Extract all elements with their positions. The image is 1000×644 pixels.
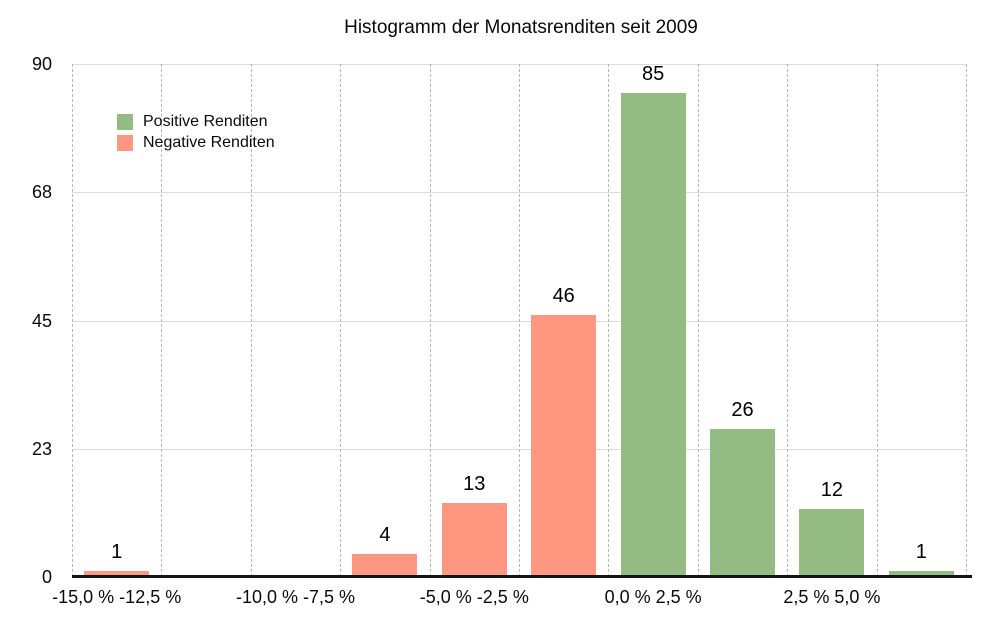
positive-renditen-swatch-icon: [117, 114, 133, 130]
bar-value-label: 1: [111, 541, 123, 564]
v-gridline: [429, 64, 431, 577]
bar-value-label: 4: [379, 524, 391, 547]
plot-area: 1 4 13 46 85 26 12 1: [72, 62, 972, 578]
y-tick-label: 90: [31, 54, 52, 74]
v-gridline: [161, 64, 163, 577]
histogram-bar: [441, 502, 507, 577]
histogram-bar: [352, 554, 418, 577]
v-gridline: [697, 64, 699, 577]
legend-item-positive: Positive Renditen: [117, 114, 275, 130]
v-gridline: [608, 64, 610, 577]
x-tick-label: -10,0 % -7,5 %: [235, 587, 356, 607]
bar-value-label: 1: [915, 541, 927, 564]
legend-label-positive: Positive Renditen: [143, 113, 268, 130]
v-gridline: [787, 64, 789, 577]
v-gridline: [72, 64, 73, 577]
histogram-bar: [531, 314, 597, 577]
chart-title: Histogramm der Monatsrenditen seit 2009: [344, 17, 698, 38]
negative-renditen-swatch-icon: [117, 135, 133, 151]
x-tick-label: -5,0 % -2,5 %: [419, 587, 529, 607]
bar-value-label: 26: [731, 398, 754, 421]
v-gridline: [250, 64, 252, 577]
x-tick-label: 2,5 % 5,0 %: [783, 587, 881, 607]
histogram-bar: [888, 571, 954, 577]
v-gridline: [966, 64, 967, 577]
y-tick-label: 0: [41, 567, 52, 587]
y-tick-label: 23: [31, 438, 52, 459]
x-axis-line: [72, 575, 972, 578]
x-tick-label: 0,0 % 2,5 %: [604, 587, 702, 607]
v-gridline: [519, 64, 520, 577]
v-gridline: [340, 64, 342, 577]
bar-value-label: 46: [552, 284, 575, 307]
bar-value-label: 13: [463, 472, 486, 495]
histogram-bar: [620, 92, 686, 577]
histogram-bar: [84, 571, 150, 577]
legend-label-negative: Negative Renditen: [143, 134, 275, 151]
y-tick-label: 45: [31, 310, 52, 331]
legend: Positive Renditen Negative Renditen: [117, 114, 275, 156]
bar-value-label: 85: [641, 62, 665, 85]
histogram-bar: [799, 508, 865, 577]
y-tick-label: 68: [31, 182, 52, 203]
v-gridline: [876, 64, 878, 577]
bar-value-label: 12: [820, 478, 844, 501]
legend-item-negative: Negative Renditen: [117, 135, 275, 151]
x-tick-label: -15,0 % -12,5 %: [52, 587, 182, 607]
histogram-bar: [710, 428, 775, 577]
